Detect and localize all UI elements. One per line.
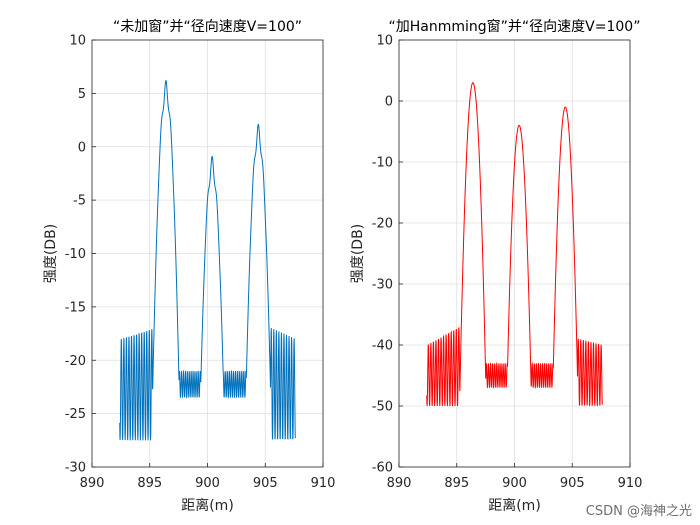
x-tick-label: 905 <box>253 476 278 491</box>
y-tick-label: 5 <box>78 87 86 102</box>
y-tick-label: -30 <box>65 461 86 476</box>
y-tick-label: -10 <box>65 247 86 262</box>
left-x-axis-label: 距离(m) <box>181 497 234 514</box>
y-tick-label: -50 <box>372 400 393 415</box>
y-tick-label: 10 <box>69 34 86 49</box>
x-tick-label: 890 <box>80 476 105 491</box>
y-tick-label: -20 <box>372 217 393 232</box>
y-tick-label: -5 <box>73 194 86 209</box>
right-ticks: 890 895 900 905 910 -60 -50 -40 -30 -20 -10 0 10 <box>372 34 643 492</box>
y-tick-label: -60 <box>372 461 393 476</box>
right-chart-title: “加Hanmming窗”并“径向速度V=100” <box>389 18 641 35</box>
x-tick-label: 895 <box>444 476 469 491</box>
left-y-axis-label: 强度(DB) <box>43 224 59 283</box>
x-tick-label: 910 <box>311 476 336 491</box>
x-tick-label: 905 <box>560 476 585 491</box>
left-ticks: 890 895 900 905 910 -30 -25 -20 -15 -10 -5 0 5 10 <box>65 34 336 492</box>
right-series-line <box>426 82 603 407</box>
y-tick-label: 0 <box>78 140 86 155</box>
y-tick-label: -20 <box>65 354 86 369</box>
x-tick-label: 890 <box>387 476 412 491</box>
y-tick-label: 10 <box>376 34 393 49</box>
y-tick-label: -10 <box>372 156 393 171</box>
y-tick-label: -25 <box>65 407 86 422</box>
right-subplot: 890 895 900 905 910 -60 -50 -40 -30 -20 -10 0 10 “加H… <box>350 18 642 514</box>
x-tick-label: 895 <box>137 476 162 491</box>
left-series-line <box>119 79 296 441</box>
x-tick-label: 910 <box>618 476 643 491</box>
y-tick-label: -40 <box>372 339 393 354</box>
left-subplot: 890 895 900 905 910 -30 -25 -20 -15 -10 -5 0 5 10 “未加… <box>43 18 335 514</box>
right-x-axis-label: 距离(m) <box>488 497 541 514</box>
y-tick-label: 0 <box>385 95 393 110</box>
x-tick-label: 900 <box>195 476 220 491</box>
y-tick-label: -15 <box>65 300 86 315</box>
watermark-text: CSDN @海神之光 <box>585 504 692 519</box>
right-y-axis-label: 强度(DB) <box>350 224 366 283</box>
y-tick-label: -30 <box>372 278 393 293</box>
x-tick-label: 900 <box>502 476 527 491</box>
left-chart-title: “未加窗”并“径向速度V=100” <box>113 18 302 35</box>
